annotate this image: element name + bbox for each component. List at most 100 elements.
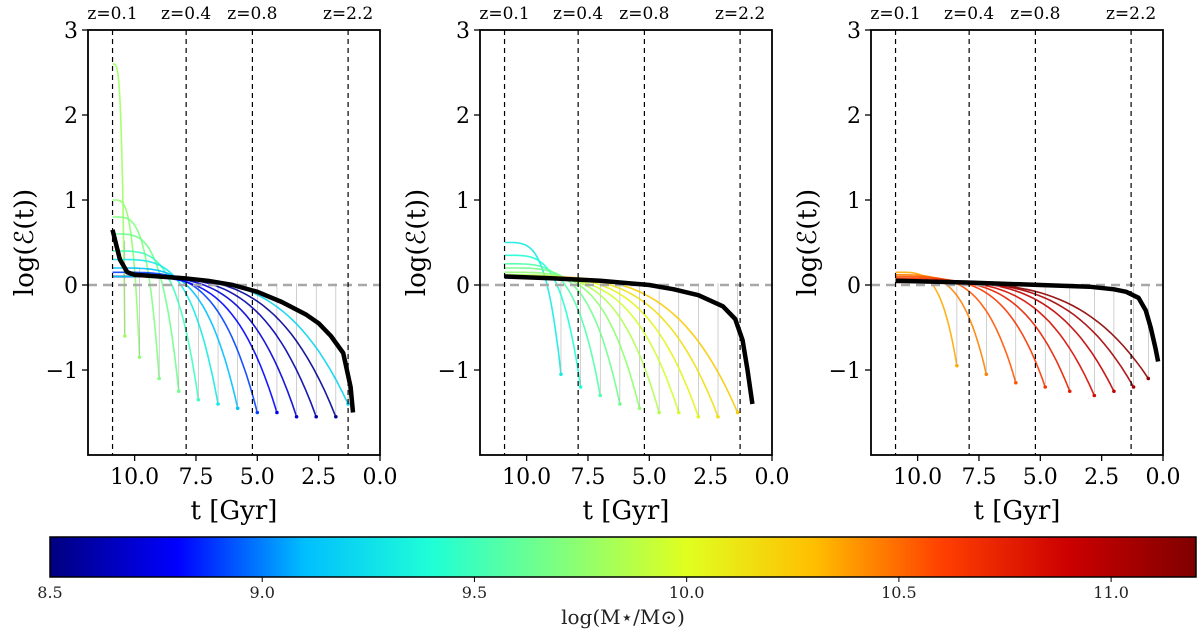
redshift-label: z=0.4 — [944, 4, 994, 24]
x-tick-label: 5.0 — [632, 465, 667, 490]
redshift-label: z=0.4 — [161, 4, 211, 24]
x-axis-title: t [Gyr] — [974, 496, 1061, 526]
x-tick-label: 2.5 — [1084, 465, 1119, 490]
galaxy-track — [112, 258, 219, 405]
y-tick-label: −1 — [46, 359, 78, 384]
track-end-point — [657, 410, 661, 415]
x-tick-label: 0.0 — [1146, 465, 1181, 490]
plot-data — [480, 241, 772, 419]
x-tick-label: 10.0 — [110, 465, 159, 490]
colorbar-ticks: 8.5 9.0 9.5 10.0 10.5 11.0 — [37, 577, 1129, 602]
x-tick-label: 2.5 — [693, 465, 728, 490]
redshift-label: z=0.8 — [619, 4, 669, 24]
y-tick-label: 2 — [847, 104, 861, 129]
y-tick-label: 0 — [64, 274, 78, 299]
colorbar-tick-label: 10.0 — [669, 583, 705, 602]
redshift-label: z=2.2 — [715, 4, 765, 24]
galaxy-track — [112, 275, 337, 418]
colorbar-tick-label: 9.0 — [249, 583, 274, 602]
track-end-point — [137, 355, 142, 360]
galaxy-track — [504, 267, 621, 405]
track-end-point — [637, 406, 642, 411]
x-tick-label: 5.0 — [1023, 465, 1058, 490]
plot-data — [871, 271, 1163, 398]
track-end-point — [1112, 389, 1116, 394]
x-tick-label: 10.0 — [893, 465, 942, 490]
track-end-point — [294, 414, 299, 419]
colorbar-tick-label: 11.0 — [1093, 583, 1129, 602]
track-end-point — [696, 414, 701, 419]
track-end-point — [735, 410, 740, 415]
galaxy-track — [895, 277, 1046, 388]
x-tick-label: 0.0 — [363, 465, 398, 490]
y-axis-title: log(ℰ(t)) — [402, 189, 432, 296]
colorbar: 8.5 9.0 9.5 10.0 10.5 11.0 log(M⋆/M⊙) — [37, 536, 1197, 629]
track-end-point — [676, 410, 681, 415]
panel-middle: z=0.1 z=0.4 z=0.8 z=2.2 10.0 7.5 5.0 2.5 0.0 −1 0 1… — [402, 4, 790, 526]
x-tick-label: 7.5 — [570, 465, 605, 490]
track-end-point — [1131, 385, 1136, 389]
redshift-label: z=0.8 — [227, 4, 277, 24]
track-end-point — [984, 372, 989, 377]
galaxy-track — [504, 241, 562, 375]
redshift-label: z=0.1 — [479, 4, 529, 24]
median-line — [110, 229, 356, 413]
track-end-point — [157, 376, 161, 381]
redshift-label: z=2.2 — [1106, 4, 1156, 24]
track-end-point — [1146, 376, 1151, 381]
y-axis-title: log(ℰ(t)) — [793, 189, 823, 296]
track-end-point — [598, 393, 603, 398]
y-tick-label: 1 — [64, 189, 78, 214]
galaxy-track — [504, 274, 660, 413]
x-tick-label: 10.0 — [502, 465, 551, 490]
track-end-point — [196, 397, 201, 402]
colorbar-tick-label: 9.5 — [462, 583, 487, 602]
panel-left: z=0.1 z=0.4 z=0.8 z=2.2 10.0 7.5 5.0 2.5 0.0 −1 0 1… — [10, 4, 398, 526]
panels: z=0.1 z=0.4 z=0.8 z=2.210.0 7.5 5.0 2.5 0.0−101… — [10, 4, 1181, 526]
x-axis-title: t [Gyr] — [191, 496, 278, 526]
colorbar-tick-label: 10.5 — [881, 583, 917, 602]
track-end-point — [559, 372, 563, 377]
track-end-point — [334, 414, 338, 419]
colorbar-gradient — [49, 536, 1197, 578]
galaxy-track — [112, 233, 180, 392]
galaxy-track — [112, 216, 160, 379]
plot-frame — [87, 29, 381, 456]
track-end-point — [578, 385, 583, 389]
x-tick-label: 7.5 — [178, 465, 213, 490]
y-tick-label: 3 — [456, 19, 470, 44]
colorbar-label: log(M⋆/M⊙) — [561, 605, 685, 629]
track-end-point — [176, 389, 181, 394]
panel-right: z=0.1 z=0.4 z=0.8 z=2.2 10.0 7.5 5.0 2.5 0.0 −1 0 1… — [793, 4, 1181, 526]
y-tick-label: 0 — [847, 274, 861, 299]
y-tick-label: 2 — [64, 104, 78, 129]
y-tick-label: −1 — [829, 359, 861, 384]
track-end-point — [123, 334, 127, 338]
x-tick-label: 5.0 — [240, 465, 275, 490]
x-tick-label: 2.5 — [301, 465, 336, 490]
y-tick-label: 3 — [847, 19, 861, 44]
track-end-point — [1067, 389, 1072, 394]
track-end-point — [314, 414, 319, 419]
redshift-label: z=0.1 — [87, 4, 137, 24]
redshift-label: z=0.8 — [1010, 4, 1060, 24]
y-tick-label: 3 — [64, 19, 78, 44]
track-end-point — [255, 410, 260, 415]
y-axis-title: log(ℰ(t)) — [10, 189, 40, 296]
plot-frame — [870, 29, 1164, 456]
y-tick-label: −1 — [438, 359, 470, 384]
track-end-point — [346, 402, 350, 406]
galaxy-track — [112, 267, 239, 409]
galaxy-track — [895, 281, 1149, 379]
galaxy-track — [504, 254, 582, 388]
redshift-label: z=2.2 — [323, 4, 373, 24]
x-tick-label: 7.5 — [961, 465, 996, 490]
galaxy-track — [112, 63, 126, 337]
redshift-label: z=0.4 — [553, 4, 603, 24]
galaxy-track — [895, 280, 1135, 388]
x-axis-title: t [Gyr] — [583, 496, 670, 526]
plot-data — [88, 63, 380, 419]
galaxy-track — [112, 250, 200, 400]
track-end-point — [1013, 380, 1018, 385]
track-end-point — [955, 363, 959, 368]
